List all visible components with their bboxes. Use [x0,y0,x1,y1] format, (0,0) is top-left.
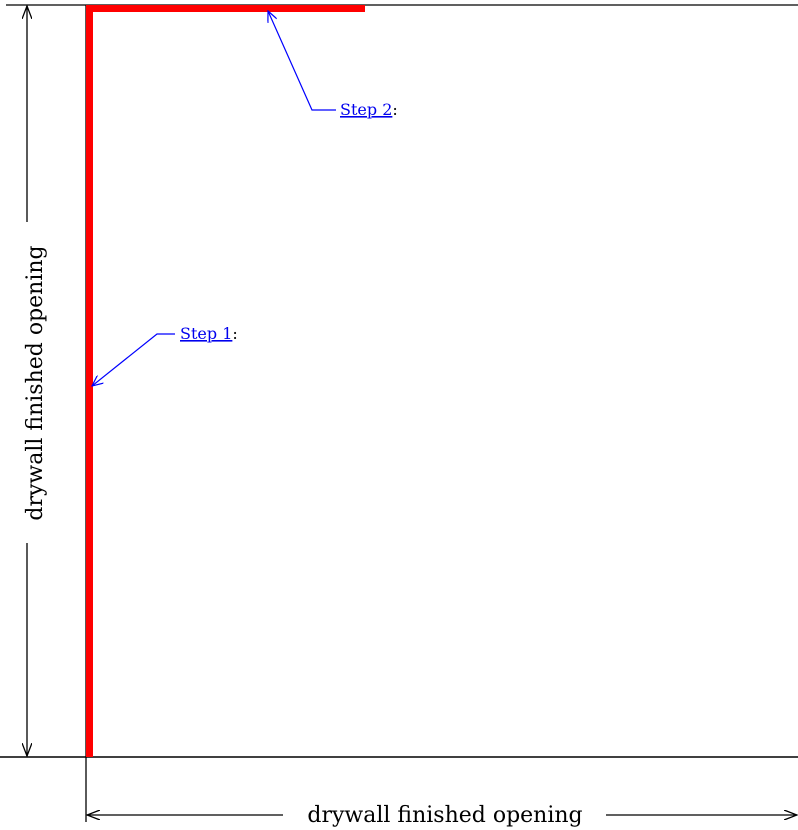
step-1-link[interactable]: Step 1 [180,324,232,343]
trim-piece-left [86,5,93,757]
step-2-leader [268,11,336,111]
step-2-label: Step 2: [340,100,398,119]
horizontal-dimension-label: drywall finished opening [307,803,582,828]
step-2-colon: : [392,100,397,119]
step-1-leader [92,333,175,386]
step-1-label: Step 1: [180,324,238,343]
vertical-dimension-label: drywall finished opening [23,245,48,520]
trim-piece-top [86,5,365,12]
step-1-colon: : [232,324,237,343]
step-2-link[interactable]: Step 2 [340,100,392,119]
